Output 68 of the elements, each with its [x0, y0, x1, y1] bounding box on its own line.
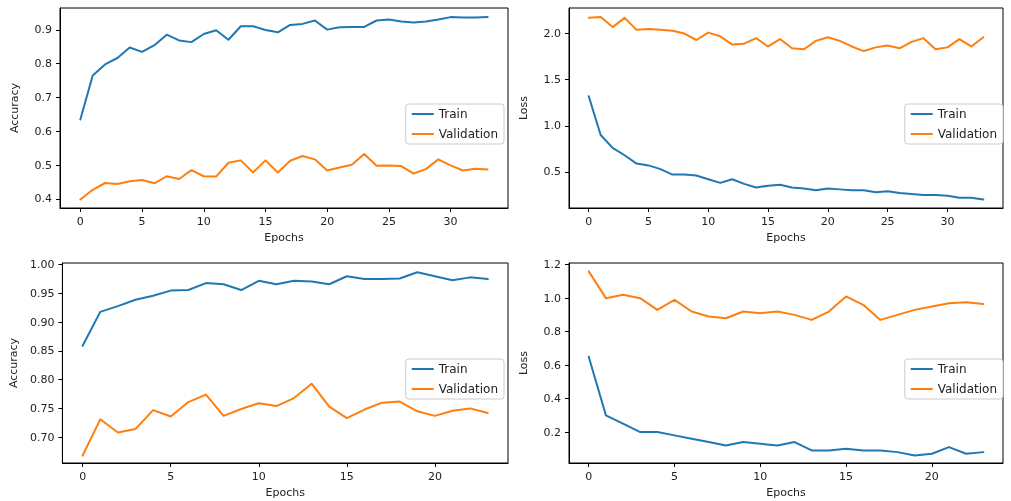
line-series [81, 271, 489, 347]
y-tick-label: 0.80 [29, 373, 55, 387]
legend-label: Train [936, 362, 967, 376]
x-tick-label: 10 [251, 470, 266, 483]
y-axis-title: Accuracy [8, 82, 21, 134]
y-tick-label: 0.6 [34, 124, 52, 138]
x-tick-label: 15 [339, 470, 354, 483]
x-tick-label: 5 [138, 215, 146, 228]
y-tick-label: 2.0 [543, 27, 561, 41]
line-series [79, 16, 489, 121]
line-series [587, 15, 985, 53]
x-tick-label: 0 [79, 470, 87, 483]
y-tick-label: 0.85 [29, 344, 55, 358]
x-tick-label: 10 [753, 470, 768, 483]
legend-label: Validation [937, 382, 998, 396]
legend-label: Train [437, 107, 468, 121]
legend-label: Validation [937, 127, 998, 141]
x-tick-label: 15 [258, 215, 273, 228]
x-tick-label: 20 [924, 470, 939, 483]
legend-label: Validation [438, 382, 499, 396]
y-axis-title: Loss [517, 350, 530, 376]
x-tick-label: 15 [839, 470, 854, 483]
x-tick-label: 30 [940, 215, 955, 228]
y-tick-label: 1.2 [543, 258, 561, 272]
line-series [587, 270, 985, 321]
line-series [79, 152, 489, 201]
y-tick-label: 1.00 [29, 258, 55, 272]
x-tick-label: 0 [585, 470, 593, 483]
y-tick-label: 0.95 [29, 286, 55, 300]
y-tick-label: 0.5 [34, 158, 52, 172]
x-tick-label: 10 [701, 215, 716, 228]
y-tick-label: 0.8 [543, 325, 561, 339]
x-tick-label: 30 [443, 215, 458, 228]
x-tick-label: 0 [585, 215, 593, 228]
y-tick-label: 0.7 [34, 91, 52, 105]
x-axis-title: Epochs [264, 230, 304, 244]
y-tick-label: 0.70 [29, 430, 55, 444]
y-tick-label: 0.8 [34, 57, 52, 71]
x-tick-label: 15 [761, 215, 776, 228]
y-tick-label: 0.4 [543, 392, 561, 406]
x-tick-label: 5 [167, 470, 175, 483]
x-axis-title: Epochs [766, 485, 806, 499]
y-tick-label: 1.5 [543, 73, 561, 87]
x-tick-label: 5 [645, 215, 653, 228]
y-tick-label: 1.0 [543, 291, 561, 305]
x-tick-label: 5 [671, 470, 678, 483]
y-tick-label: 0.4 [34, 192, 52, 206]
x-tick-label: 25 [880, 215, 895, 228]
y-tick-label: 0.2 [543, 425, 561, 439]
y-tick-label: 0.5 [543, 165, 561, 179]
x-tick-label: 20 [320, 215, 335, 228]
x-axis-title: Epochs [766, 230, 806, 244]
y-axis-title: Loss [517, 95, 530, 121]
legend-label: Validation [438, 127, 499, 141]
y-tick-label: 0.9 [34, 23, 52, 37]
y-axis-title: Accuracy [7, 337, 20, 389]
x-tick-label: 0 [76, 215, 84, 228]
x-tick-label: 25 [381, 215, 396, 228]
y-tick-label: 0.90 [29, 315, 55, 329]
y-tick-label: 0.75 [29, 401, 55, 415]
legend-label: Train [936, 107, 967, 121]
y-tick-label: 1.0 [543, 119, 561, 133]
x-tick-label: 10 [196, 215, 211, 228]
legend-label: Train [437, 362, 468, 376]
y-tick-label: 0.6 [543, 358, 561, 372]
x-tick-label: 20 [820, 215, 835, 228]
x-axis-title: Epochs [265, 485, 306, 499]
x-tick-label: 20 [427, 470, 442, 483]
